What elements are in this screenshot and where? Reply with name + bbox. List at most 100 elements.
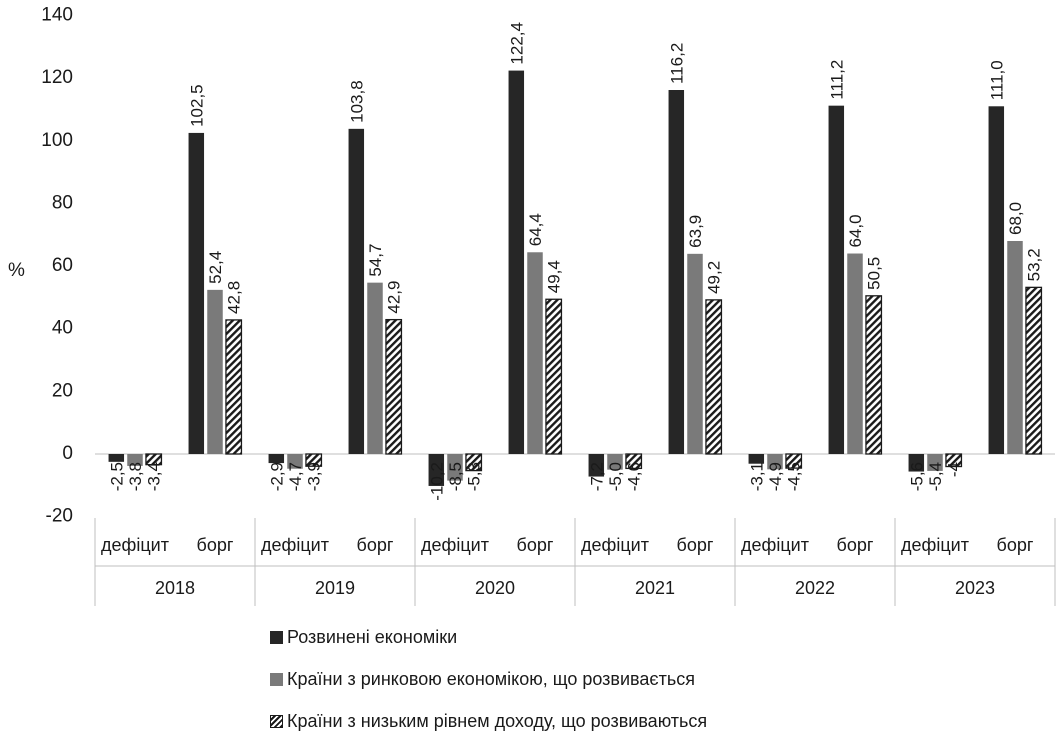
bar <box>1007 240 1023 454</box>
data-label: 64,4 <box>526 213 545 246</box>
data-label: -2,9 <box>267 462 286 491</box>
data-label: -5,6 <box>907 462 926 491</box>
bar <box>988 106 1005 454</box>
legend-item-emerging: Країни з ринковою економікою, що розвива… <box>270 668 707 690</box>
bar <box>127 454 143 466</box>
data-label: 49,2 <box>705 261 724 294</box>
legend-item-low-income: Країни з низьким рівнем доходу, що розви… <box>270 710 707 732</box>
data-label: -8,5 <box>446 462 465 491</box>
data-label: 103,8 <box>347 80 366 123</box>
group-label: 2022 <box>795 578 835 598</box>
bar <box>785 453 803 469</box>
bar <box>625 453 643 470</box>
subcategory-label: борг <box>517 535 554 555</box>
data-labels: -2,5 -3,8 -3,4 102,5 52,442,8 -2,9 -4,7 -3,9 103… <box>107 22 1043 501</box>
chart: % -20 0 20 40 60 80 100 120 140 -2,5 -3,8 -3,4 102,… <box>8 4 1056 606</box>
bar <box>668 90 685 454</box>
bar <box>447 454 463 481</box>
subcategory-label: дефіцит <box>101 535 169 555</box>
bar <box>287 454 303 469</box>
data-label: 116,2 <box>667 43 686 84</box>
legend-label-emerging: Країни з ринковою економікою, що розвива… <box>287 668 695 689</box>
data-label: 68,0 <box>1006 202 1025 235</box>
data-label: 52,4 <box>206 251 225 284</box>
data-label: -3,8 <box>126 462 145 491</box>
y-axis-ticks: -20 0 20 40 60 80 100 120 140 <box>41 4 73 526</box>
data-label: 42,8 <box>225 281 244 314</box>
y-tick-label: 0 <box>62 443 73 464</box>
bar <box>305 453 323 467</box>
bar <box>607 454 623 470</box>
bar <box>108 454 125 462</box>
group-label: 2021 <box>635 578 675 598</box>
bar <box>188 132 205 454</box>
data-label: -4,6 <box>625 462 644 491</box>
bar <box>828 105 845 454</box>
bar <box>225 319 243 455</box>
data-label: 42,9 <box>385 281 404 314</box>
group-label: 2018 <box>155 578 195 598</box>
data-label: 111,2 <box>827 60 846 100</box>
subcategory-label: дефіцит <box>421 535 489 555</box>
subcategory-label: борг <box>677 535 714 555</box>
legend-swatch-low-income <box>270 714 283 728</box>
bar <box>588 454 605 477</box>
bar <box>385 318 403 455</box>
bar <box>767 454 783 470</box>
subcategory-label: борг <box>197 535 234 555</box>
y-tick-label: 20 <box>52 380 73 401</box>
bar <box>508 70 525 454</box>
bar <box>1025 286 1043 455</box>
y-tick-label: -20 <box>46 506 73 527</box>
data-label: 111,0 <box>987 60 1006 100</box>
y-axis-label: % <box>8 260 25 281</box>
subcategory-label: дефіцит <box>741 535 809 555</box>
data-label: 50,5 <box>865 257 884 290</box>
data-label: 63,9 <box>686 215 705 248</box>
bar <box>865 295 883 455</box>
bar <box>705 299 723 455</box>
data-label: -3,9 <box>305 462 324 491</box>
legend-label-developed: Розвинені економіки <box>287 626 458 647</box>
y-tick-label: 140 <box>41 4 73 25</box>
bar <box>367 282 383 454</box>
bar <box>465 453 483 472</box>
data-label: -4,9 <box>766 462 785 491</box>
bar <box>145 453 163 466</box>
legend-label-low-income: Країни з низьким рівнем доходу, що розви… <box>287 710 708 731</box>
y-tick-label: 60 <box>52 255 73 276</box>
data-label: -4 <box>945 462 964 477</box>
group-label: 2020 <box>475 578 515 598</box>
group-label: 2023 <box>955 578 995 598</box>
legend-item-developed: Розвинені економіки <box>270 626 707 648</box>
bar <box>945 453 963 468</box>
data-label: -2,5 <box>107 462 126 491</box>
data-label: -3,1 <box>747 462 766 491</box>
y-tick-label: 40 <box>52 318 73 339</box>
y-tick-label: 120 <box>41 67 73 88</box>
data-label: -3,4 <box>145 462 164 491</box>
data-label: 64,0 <box>846 214 865 247</box>
data-label: -7,2 <box>587 462 606 491</box>
bar <box>927 454 943 471</box>
data-label: -5,4 <box>926 462 945 491</box>
bars <box>95 70 1055 486</box>
y-tick-label: 80 <box>52 192 73 213</box>
subcategory-label: борг <box>837 535 874 555</box>
data-label: 122,4 <box>507 22 526 65</box>
legend: Розвинені економіки Країни з ринковою ек… <box>270 626 707 752</box>
legend-swatch-developed <box>270 630 283 644</box>
data-label: -5,0 <box>606 462 625 491</box>
bar <box>428 454 445 486</box>
bar <box>908 454 925 472</box>
y-tick-label: 100 <box>41 130 73 151</box>
bar <box>847 253 863 454</box>
bar <box>268 454 285 464</box>
group-label: 2019 <box>315 578 355 598</box>
subcategory-label: дефіцит <box>581 535 649 555</box>
bar <box>687 253 703 454</box>
data-label: 53,2 <box>1025 248 1044 281</box>
bar <box>527 252 543 454</box>
data-label: -4,5 <box>785 462 804 491</box>
subcategory-label: дефіцит <box>901 535 969 555</box>
